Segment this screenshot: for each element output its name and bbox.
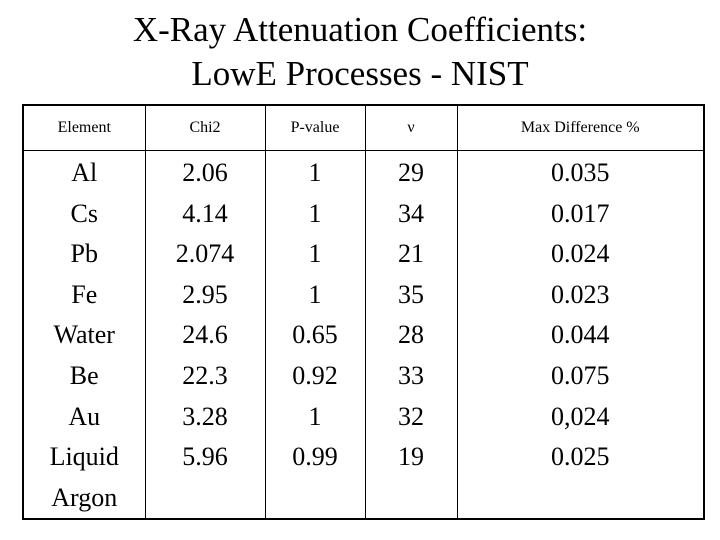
- table-cell: 0.017: [551, 198, 610, 228]
- table-cell: 19: [398, 442, 424, 472]
- table-cell: 1: [308, 239, 322, 269]
- table-header-row: Element Chi2 P-value ν Max Difference %: [22, 105, 705, 151]
- header-chi2: Chi2: [144, 105, 266, 151]
- table-cell: 24.6: [182, 320, 228, 350]
- column-nu: 29 34 21 35 28 33 32 19: [364, 150, 458, 520]
- table-cell: 0.023: [551, 279, 610, 309]
- title-line-1: X-Ray Attenuation Coefficients:: [132, 10, 588, 49]
- table-cell: Cs: [70, 198, 98, 228]
- table-cell: 21: [398, 239, 424, 269]
- header-p-value: P-value: [264, 105, 366, 151]
- table-cell: Argon: [51, 482, 118, 512]
- table-cell: 0.024: [551, 239, 610, 269]
- table-cell: 5.96: [182, 442, 228, 472]
- column-chi2: 2.06 4.14 2.074 2.95 24.6 22.3 3.28 5.96: [144, 150, 266, 520]
- table-cell: 2.95: [182, 279, 228, 309]
- table-cell: 29: [398, 158, 424, 187]
- table-cell: 34: [398, 198, 424, 228]
- table-cell: 1: [308, 158, 322, 187]
- table-cell: 28: [398, 320, 424, 350]
- table-cell: 22.3: [182, 360, 228, 390]
- table-cell: 1: [308, 401, 322, 431]
- table-cell: Water: [53, 320, 115, 350]
- table-cell: 32: [398, 401, 424, 431]
- table-cell: 0.044: [551, 320, 610, 350]
- table-cell: Pb: [70, 239, 98, 269]
- table-cell: 0.99: [292, 442, 338, 472]
- table-cell: 1: [308, 279, 322, 309]
- header-max-difference: Max Difference %: [456, 105, 705, 151]
- table-cell: 0,024: [551, 401, 610, 431]
- table-cell: 1: [308, 198, 322, 228]
- title-line-2: LowE Processes - NIST: [191, 54, 529, 93]
- table-cell: 35: [398, 279, 424, 309]
- table-cell: 0.65: [292, 320, 338, 350]
- table-cell: Fe: [71, 279, 98, 309]
- table-cell: Au: [68, 401, 101, 431]
- column-max-difference: 0.035 0.017 0.024 0.023 0.044 0.075 0,02…: [456, 150, 705, 520]
- table-cell: 33: [398, 360, 424, 390]
- table-cell: 4.14: [182, 198, 228, 228]
- results-table: Element Chi2 P-value ν Max Difference % …: [22, 104, 705, 521]
- table-cell: 2.06: [182, 158, 228, 187]
- column-element: Al Cs Pb Fe Water Be Au Liquid Argon: [22, 150, 146, 520]
- table-cell: Al: [71, 158, 98, 187]
- table-cell: Liquid: [49, 442, 119, 472]
- table-cell: 0.075: [551, 360, 610, 390]
- table-cell: 0.025: [551, 442, 610, 472]
- table-cell: 3.28: [182, 401, 228, 431]
- header-element: Element: [22, 105, 146, 151]
- table-cell: 2.074: [175, 239, 235, 269]
- table-body-row: Al Cs Pb Fe Water Be Au Liquid Argon 2.0…: [22, 150, 705, 520]
- table-cell: 0.92: [292, 360, 338, 390]
- table-cell: Be: [69, 360, 99, 390]
- column-p-value: 1 1 1 1 0.65 0.92 1 0.99: [264, 150, 366, 520]
- table-cell: 0.035: [551, 158, 610, 187]
- slide-title: X-Ray Attenuation Coefficients: LowE Pro…: [0, 8, 720, 96]
- header-nu: ν: [364, 105, 458, 151]
